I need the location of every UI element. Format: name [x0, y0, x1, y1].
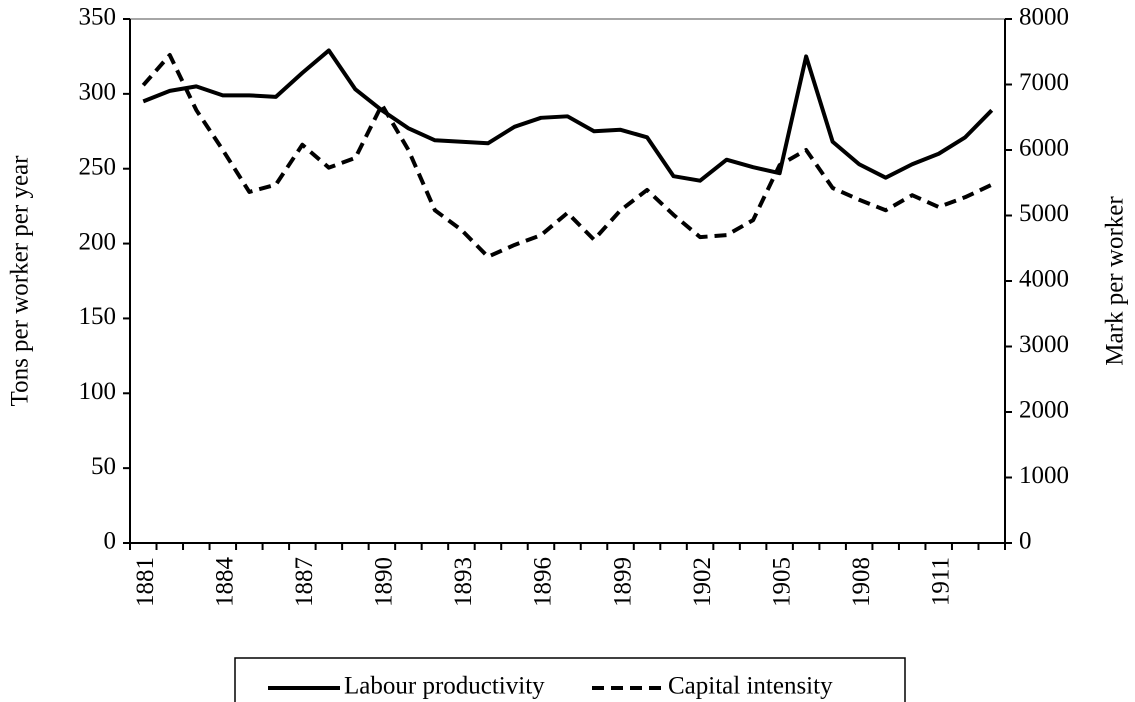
y-tick-label: 300	[79, 79, 117, 106]
y2-tick-label: 2000	[1019, 397, 1069, 424]
x-tick-label: 1881	[132, 557, 159, 607]
y2-tick-label: 1000	[1019, 462, 1069, 489]
y-tick-label: 0	[104, 528, 117, 555]
y-tick-label: 50	[91, 453, 116, 480]
x-tick-label: 1884	[212, 557, 239, 608]
y2-tick-label: 7000	[1019, 69, 1069, 96]
x-tick-label: 1908	[848, 557, 875, 607]
x-tick-label: 1899	[609, 557, 636, 607]
y-tick-label: 150	[79, 303, 117, 330]
y2-tick-label: 5000	[1019, 200, 1069, 227]
y2-tick-label: 8000	[1019, 4, 1069, 31]
series-line	[141, 53, 993, 259]
y2-tick-label: 0	[1019, 528, 1032, 555]
y-tick-label: 350	[79, 4, 117, 31]
x-tick-label: 1893	[450, 557, 477, 607]
y2-tick-label: 6000	[1019, 135, 1069, 162]
x-tick-label: 1905	[768, 557, 795, 607]
x-tick-label: 1890	[371, 557, 398, 607]
y2-tick-label: 3000	[1019, 331, 1069, 358]
x-tick-label: 1896	[530, 557, 557, 607]
series-line	[142, 48, 994, 183]
legend-box	[234, 657, 906, 702]
y-axis-label: Tons per worker per year	[7, 155, 34, 407]
y-tick-label: 100	[79, 378, 117, 405]
y2-axis-label: Mark per worker	[1102, 196, 1129, 366]
y2-tick-label: 4000	[1019, 266, 1069, 293]
legend-label: Labour productivity	[344, 673, 545, 700]
x-tick-label: 1911	[927, 557, 954, 606]
legend-label: Capital intensity	[668, 673, 833, 700]
x-tick-label: 1887	[291, 557, 318, 607]
x-tick-label: 1902	[689, 557, 716, 607]
y-tick-label: 200	[79, 228, 117, 255]
y-tick-label: 250	[79, 153, 117, 180]
